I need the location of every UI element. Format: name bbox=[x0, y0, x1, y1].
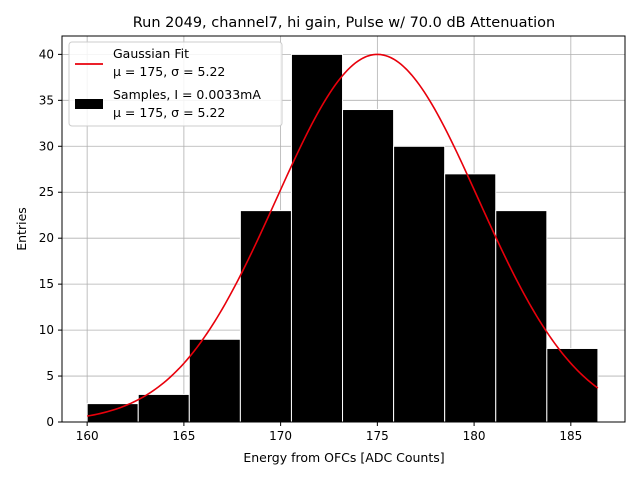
y-tick-label: 0 bbox=[46, 415, 54, 429]
chart-title: Run 2049, channel7, hi gain, Pulse w/ 70… bbox=[133, 15, 556, 31]
legend-samples-stats: μ = 175, σ = 5.22 bbox=[113, 105, 225, 120]
y-tick-label: 25 bbox=[39, 185, 54, 199]
y-tick-label: 20 bbox=[39, 231, 54, 245]
histogram-bar bbox=[290, 53, 344, 423]
legend-fit-name: Gaussian Fit bbox=[113, 46, 189, 61]
x-tick-label: 170 bbox=[269, 429, 292, 443]
histogram-bar bbox=[495, 210, 548, 423]
y-tick-label: 15 bbox=[39, 277, 54, 291]
gaussian-fit-line bbox=[87, 53, 599, 417]
histogram-bar bbox=[393, 145, 446, 423]
legend: Gaussian Fit μ = 175, σ = 5.22 Samples, … bbox=[68, 41, 283, 127]
legend-samples-name: Samples, I = 0.0033mA bbox=[113, 87, 261, 102]
plot-frame bbox=[61, 35, 626, 423]
x-axis-ticks: 160 165 170 175 180 185 bbox=[76, 422, 582, 443]
x-tick-label: 185 bbox=[559, 429, 582, 443]
legend-samples-swatch bbox=[75, 99, 103, 109]
legend-fit-stats: μ = 175, σ = 5.22 bbox=[113, 64, 225, 79]
histogram-bar bbox=[137, 393, 190, 423]
x-tick-label: 165 bbox=[172, 429, 195, 443]
histogram-bars bbox=[86, 53, 599, 423]
histogram-bar bbox=[188, 338, 241, 423]
y-tick-label: 30 bbox=[39, 139, 54, 153]
histogram-bar bbox=[342, 109, 395, 423]
x-axis-label: Energy from OFCs [ADC Counts] bbox=[243, 450, 444, 465]
x-tick-label: 180 bbox=[463, 429, 486, 443]
y-tick-label: 5 bbox=[46, 369, 54, 383]
histogram-bar bbox=[86, 403, 139, 423]
histogram-bar bbox=[444, 173, 497, 423]
histogram-bar bbox=[239, 210, 292, 423]
x-tick-label: 160 bbox=[76, 429, 99, 443]
y-axis-label: Entries bbox=[14, 207, 29, 251]
x-tick-label: 175 bbox=[366, 429, 389, 443]
y-tick-label: 40 bbox=[39, 47, 54, 61]
y-tick-label: 35 bbox=[39, 93, 54, 107]
legend-box bbox=[68, 41, 283, 127]
y-tick-label: 10 bbox=[39, 323, 54, 337]
y-axis-ticks: 0 5 10 15 20 25 30 35 40 bbox=[39, 47, 62, 429]
histogram-bar bbox=[546, 347, 599, 423]
